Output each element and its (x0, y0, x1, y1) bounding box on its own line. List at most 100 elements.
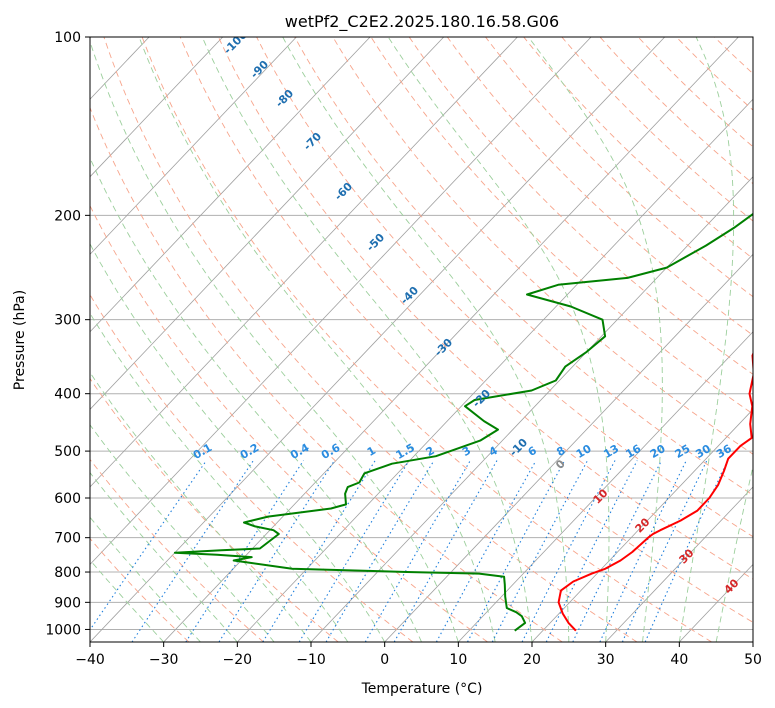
x-tick-label: −30 (149, 652, 179, 668)
mixing-ratio-line (644, 460, 729, 642)
mixing-ratio-line (393, 460, 498, 642)
isotherm-line (237, 98, 753, 642)
isotherm-label: -60 (332, 180, 355, 203)
isotherm-label: -70 (301, 130, 324, 153)
x-tick-label: 20 (523, 652, 541, 668)
dry-adiabat-line (90, 204, 488, 642)
dry-adiabat-line (599, 37, 753, 185)
x-tick-label: 30 (597, 652, 615, 668)
dry-adiabat-line (141, 37, 712, 642)
mixing-ratio-line (185, 460, 304, 642)
mixing-ratio-line (262, 460, 376, 642)
mixing-ratio-label: 20 (648, 442, 668, 461)
y-tick-label: 600 (54, 491, 81, 507)
x-axis-label: Temperature (°C) (361, 681, 483, 697)
mixing-ratio-line (325, 460, 435, 642)
temperature-profile-line (557, 351, 753, 632)
isotherm-line (90, 37, 224, 178)
mixing-ratio-label: 0.6 (319, 441, 343, 462)
y-tick-label: 1000 (45, 622, 81, 638)
mixing-ratio-line (572, 460, 662, 642)
dry-adiabat-line (217, 37, 753, 580)
x-tick-label: −10 (296, 652, 326, 668)
isotherm-line (90, 37, 666, 642)
dry-adiabat-line (294, 37, 753, 496)
grid-layer (0, 37, 753, 642)
y-tick-label: 500 (54, 444, 81, 460)
isotherm-label: -40 (398, 284, 421, 307)
dry-adiabat-line (446, 37, 753, 336)
dry-adiabat-line (523, 37, 753, 260)
isotherm-line (90, 37, 297, 255)
isotherm-label: -80 (273, 87, 296, 110)
y-tick-label: 900 (54, 595, 81, 611)
isotherm-line (90, 37, 592, 566)
y-tick-label: 800 (54, 565, 81, 581)
axis-layer: −40 −30 −20 −10 0 10 20 30 40 5010020030040050060… (45, 30, 762, 668)
moist-adiabat-line (715, 464, 753, 642)
y-tick-label: 200 (54, 208, 81, 224)
isotherm-line (605, 486, 753, 642)
isotherm-line (90, 37, 371, 333)
chart-title: wetPf2_C2E2.2025.180.16.58.G06 (285, 12, 559, 32)
mixing-ratio-line (545, 460, 638, 642)
isotherm-label: -20 (470, 387, 493, 410)
dry-adiabat-line (485, 37, 753, 298)
dry-adiabat-line (561, 37, 753, 222)
dry-adiabat-line (103, 37, 638, 642)
mixing-ratio-line (621, 460, 708, 642)
dry-adiabat-line (370, 37, 753, 415)
x-tick-label: 40 (670, 652, 688, 668)
isotherm-label: -90 (248, 58, 271, 81)
x-tick-label: 50 (744, 652, 762, 668)
warm-isotherm-label: 0 (553, 457, 568, 472)
dry-adiabat-line (90, 458, 264, 642)
isotherm-label: -50 (364, 231, 387, 254)
y-tick-label: 100 (54, 30, 81, 46)
moist-adiabat-line (387, 37, 610, 642)
moist-adiabat-line (282, 37, 570, 642)
dewpoint-profile-line (173, 212, 753, 632)
moist-adiabat-line (90, 516, 201, 642)
moist-adiabat-line (528, 37, 663, 642)
mixing-ratio-label: 13 (601, 442, 621, 461)
mixing-ratio-label: 0.4 (288, 441, 312, 462)
moist-adiabat-line (90, 243, 386, 642)
dry-adiabat-line (637, 37, 753, 148)
isotherm-line (458, 331, 753, 642)
x-tick-label: 0 (380, 652, 389, 668)
mixing-ratio-line (467, 460, 566, 642)
moist-adiabat-line (90, 371, 312, 642)
dry-adiabat-line (752, 37, 753, 38)
dry-adiabat-line (90, 293, 414, 642)
mixing-ratio-line (364, 460, 471, 642)
mixing-ratio-label: 10 (574, 442, 594, 461)
moist-adiabat-line (678, 37, 735, 642)
mixing-ratio-label: 1.5 (394, 441, 417, 462)
mixing-ratio-label: 25 (673, 442, 693, 461)
mixing-ratio-label: 0.1 (191, 441, 214, 462)
isotherm-line (0, 37, 2, 642)
dry-adiabat-line (179, 37, 753, 623)
x-tick-label: 10 (449, 652, 467, 668)
mixing-ratio-line (298, 460, 410, 642)
moist-adiabat-line (90, 40, 459, 642)
moist-adiabat-line (138, 37, 496, 642)
moist-adiabat-line (90, 312, 349, 642)
dry-adiabat-line (90, 106, 563, 642)
isotherm-label: -10 (507, 436, 530, 459)
y-tick-label: 300 (54, 313, 81, 329)
moist-adiabat-line (90, 157, 422, 642)
x-tick-label: −40 (75, 652, 105, 668)
isotherm-line (90, 37, 518, 488)
mixing-ratio-label: 16 (624, 442, 644, 461)
mixing-ratio-label: 36 (714, 442, 734, 461)
mixing-ratio-line (599, 460, 687, 642)
isotherm-line (752, 641, 753, 642)
dry-adiabat-line (332, 37, 753, 455)
y-tick-label: 700 (54, 531, 81, 547)
dry-adiabat-line (90, 537, 190, 642)
series-layer (173, 212, 753, 632)
isotherm-line (384, 253, 753, 642)
